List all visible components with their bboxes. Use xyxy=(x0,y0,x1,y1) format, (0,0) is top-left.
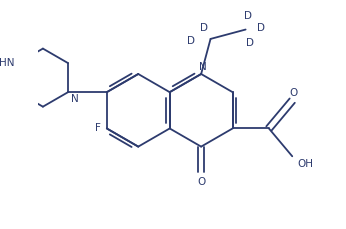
Text: D: D xyxy=(200,23,208,33)
Text: D: D xyxy=(246,38,254,48)
Text: O: O xyxy=(197,177,205,187)
Text: D: D xyxy=(187,36,195,46)
Text: D: D xyxy=(244,11,252,21)
Text: F: F xyxy=(95,123,101,134)
Text: O: O xyxy=(290,88,298,98)
Text: HN: HN xyxy=(0,57,15,68)
Text: N: N xyxy=(199,62,207,72)
Text: OH: OH xyxy=(298,158,314,169)
Text: N: N xyxy=(71,94,79,104)
Text: D: D xyxy=(257,23,265,33)
